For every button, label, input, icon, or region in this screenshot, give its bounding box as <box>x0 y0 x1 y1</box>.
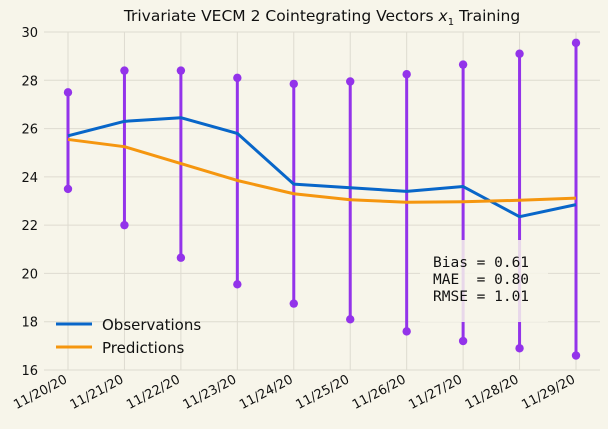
interval-lower-point <box>346 315 355 324</box>
interval-lower-point <box>571 351 581 360</box>
stats-annotation: Bias = 0.61 MAE = 0.80 RMSE = 1.01 <box>420 240 548 322</box>
x-tick-label: 11/25/20 <box>294 372 353 413</box>
legend-label-predictions: Predictions <box>102 339 185 357</box>
legend: Observations Predictions <box>56 316 201 357</box>
interval-lower-point <box>402 327 411 336</box>
x-tick-label: 11/24/20 <box>237 372 296 413</box>
stats-mae: MAE = 0.80 <box>433 272 529 288</box>
interval-upper-point <box>515 49 524 58</box>
y-tick-label: 24 <box>21 171 38 186</box>
x-axis-ticks: 11/20/2011/21/2011/22/2011/23/2011/24/20… <box>11 372 578 413</box>
interval-lower-point <box>233 280 242 289</box>
y-tick-label: 26 <box>21 123 38 138</box>
x-tick-label: 11/23/20 <box>181 372 240 413</box>
series-line-predictions <box>67 137 577 204</box>
interval-lower-point <box>289 299 298 308</box>
interval-upper-point <box>571 38 581 48</box>
interval-upper-point <box>458 60 468 69</box>
y-tick-label: 30 <box>21 26 38 41</box>
series-layer <box>67 116 577 219</box>
x-tick-label: 11/29/20 <box>519 372 578 413</box>
x-tick-label: 11/21/20 <box>68 372 127 413</box>
interval-lower-point <box>458 336 468 346</box>
x-tick-label: 11/28/20 <box>463 372 522 413</box>
y-tick-label: 22 <box>21 219 38 234</box>
stats-rmse: RMSE = 1.01 <box>433 289 529 305</box>
chart-title-text: Trivariate VECM 2 Cointegrating Vectors <box>123 7 439 25</box>
chart-title: Trivariate VECM 2 Cointegrating Vectors … <box>123 7 520 28</box>
interval-lower-point <box>515 344 524 353</box>
y-tick-label: 20 <box>21 267 38 282</box>
legend-label-observations: Observations <box>102 316 201 334</box>
interval-upper-point <box>346 77 355 86</box>
stats-bias: Bias = 0.61 <box>433 255 529 271</box>
interval-upper-point <box>289 79 298 89</box>
chart-title-sub: 1 <box>448 17 454 28</box>
y-tick-label: 18 <box>21 316 38 331</box>
interval-upper-point <box>63 88 73 97</box>
interval-lower-point <box>176 253 186 262</box>
interval-lower-point <box>120 220 129 230</box>
interval-upper-point <box>233 73 242 83</box>
chart-title-tail: Training <box>454 7 520 25</box>
x-tick-label: 11/22/20 <box>124 372 183 413</box>
y-tick-label: 16 <box>21 364 38 379</box>
y-axis-ticks: 16 18 20 22 24 26 28 30 <box>21 26 38 379</box>
x-tick-label: 11/20/20 <box>11 372 70 413</box>
interval-upper-point <box>402 70 411 79</box>
chart-title-var: x <box>438 7 449 25</box>
y-tick-label: 28 <box>21 74 38 89</box>
x-tick-label: 11/27/20 <box>406 372 465 413</box>
interval-upper-point <box>120 66 129 75</box>
interval-upper-point <box>176 66 186 75</box>
x-tick-label: 11/26/20 <box>350 372 409 413</box>
stats-annotation-box <box>420 240 548 322</box>
interval-lower-point <box>63 184 73 194</box>
